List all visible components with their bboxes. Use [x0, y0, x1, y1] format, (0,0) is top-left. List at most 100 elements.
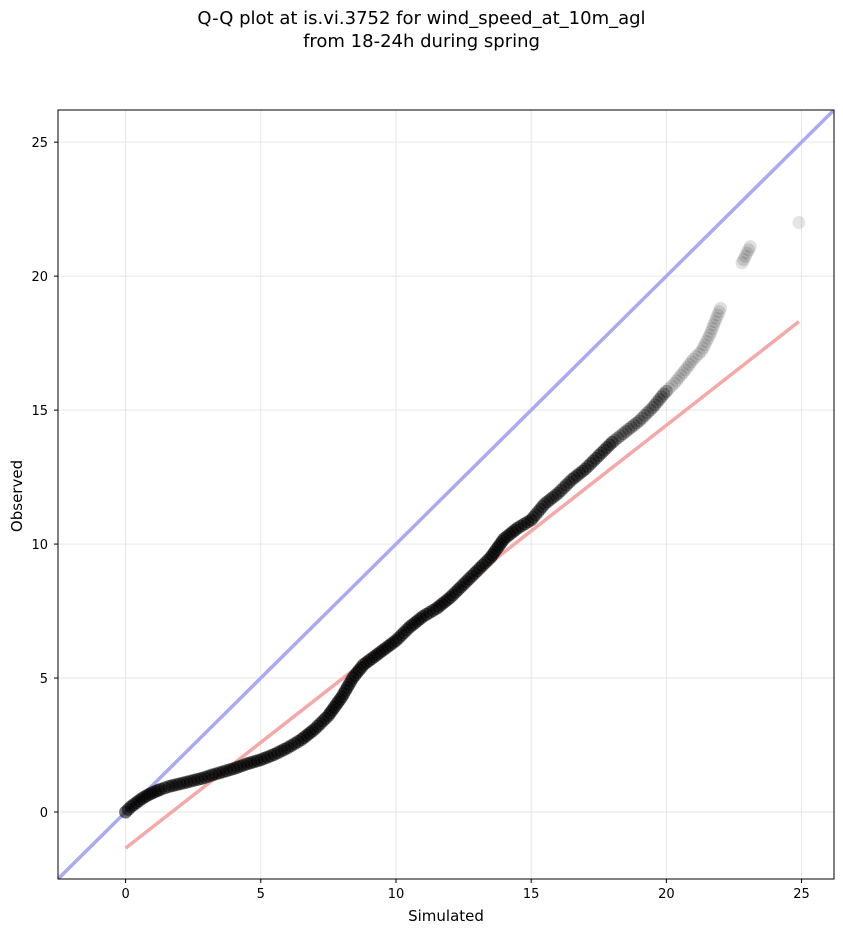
- chart-subtitle: from 18-24h during spring: [303, 31, 540, 52]
- data-point: [709, 311, 723, 325]
- y-tick-label: 25: [31, 136, 48, 151]
- data-point: [640, 406, 654, 420]
- data-point: [616, 427, 630, 441]
- data-point: [670, 374, 684, 388]
- data-point: [695, 344, 709, 358]
- data-point: [743, 240, 757, 254]
- data-point: [597, 443, 611, 457]
- data-point: [622, 422, 636, 436]
- x-tick-label: 10: [388, 887, 405, 902]
- y-tick-label: 20: [31, 270, 48, 285]
- data-point: [662, 382, 676, 396]
- data-point: [613, 429, 627, 443]
- data-point: [792, 216, 806, 230]
- data-point: [674, 368, 688, 382]
- data-point: [592, 449, 606, 463]
- data-point: [643, 403, 657, 417]
- data-point: [611, 431, 625, 445]
- data-point: [543, 493, 557, 507]
- data-point: [646, 400, 660, 414]
- data-point: [576, 464, 590, 478]
- data-point: [654, 390, 668, 404]
- x-tick-label: 0: [121, 887, 129, 902]
- data-point: [605, 435, 619, 449]
- data-point: [737, 253, 751, 267]
- data-point: [698, 338, 712, 352]
- data-point: [559, 478, 573, 492]
- data-point: [624, 420, 638, 434]
- data-point: [740, 246, 754, 260]
- axis-ticks: 0 5 10 15 20 25 0 5 10 15 20 25: [31, 136, 809, 902]
- data-point: [699, 335, 713, 349]
- data-point: [630, 416, 644, 430]
- data-point: [565, 473, 579, 487]
- x-axis-label: Simulated: [408, 907, 484, 925]
- data-point: [648, 398, 662, 412]
- data-point: [712, 305, 726, 319]
- data-point: [657, 387, 671, 401]
- data-point: [526, 510, 540, 524]
- x-tick-label: 20: [658, 887, 675, 902]
- data-point: [551, 486, 565, 500]
- data-point: [627, 418, 641, 432]
- data-point: [538, 497, 552, 511]
- data-point: [707, 318, 721, 332]
- data-point: [705, 321, 719, 335]
- data-point: [608, 433, 622, 447]
- data-point: [703, 328, 717, 342]
- data-point: [678, 363, 692, 377]
- data-point: [524, 513, 538, 527]
- data-point: [635, 411, 649, 425]
- data-point: [573, 466, 587, 480]
- data-point: [549, 488, 563, 502]
- data-point: [581, 459, 595, 473]
- data-point: [701, 331, 715, 345]
- data-point: [586, 454, 600, 468]
- data-point: [600, 441, 614, 455]
- data-point: [676, 366, 690, 380]
- y-tick-label: 15: [31, 404, 48, 419]
- chart-title: Q-Q plot at is.vi.3752 for wind_speed_at…: [197, 8, 646, 29]
- data-point: [711, 308, 725, 322]
- data-point: [689, 350, 703, 364]
- data-point: [531, 505, 545, 519]
- grid: [58, 110, 834, 879]
- data-point: [554, 483, 568, 497]
- data-point: [713, 301, 727, 315]
- y-axis-label: Observed: [8, 460, 26, 532]
- data-point: [659, 384, 673, 398]
- data-point: [650, 395, 664, 409]
- data-point: [704, 325, 718, 339]
- identity-line: [58, 110, 834, 879]
- data-point: [638, 408, 652, 422]
- data-point: [735, 256, 749, 270]
- data-point: [684, 355, 698, 369]
- plot-frame: [57, 109, 835, 880]
- data-point: [570, 468, 584, 482]
- data-point: [632, 414, 646, 428]
- data-point: [567, 471, 581, 485]
- data-point: [667, 376, 681, 390]
- data-point: [589, 451, 603, 465]
- data-point: [578, 462, 592, 476]
- data-point: [546, 490, 560, 504]
- y-tick-label: 5: [40, 672, 48, 687]
- x-tick-label: 5: [257, 887, 265, 902]
- data-point: [708, 315, 722, 329]
- data-point: [533, 502, 547, 516]
- data-point: [562, 475, 576, 489]
- data-point: [652, 392, 666, 406]
- x-tick-label: 25: [793, 887, 810, 902]
- data-point: [738, 249, 752, 263]
- data-point: [594, 446, 608, 460]
- y-tick-label: 10: [31, 538, 48, 553]
- data-point: [619, 425, 633, 439]
- data-points: [119, 216, 806, 819]
- data-point: [665, 379, 679, 393]
- data-point: [742, 243, 756, 257]
- data-point: [692, 347, 706, 361]
- data-point: [672, 371, 686, 385]
- data-point: [686, 352, 700, 366]
- x-tick-label: 15: [523, 887, 540, 902]
- data-point: [529, 508, 543, 522]
